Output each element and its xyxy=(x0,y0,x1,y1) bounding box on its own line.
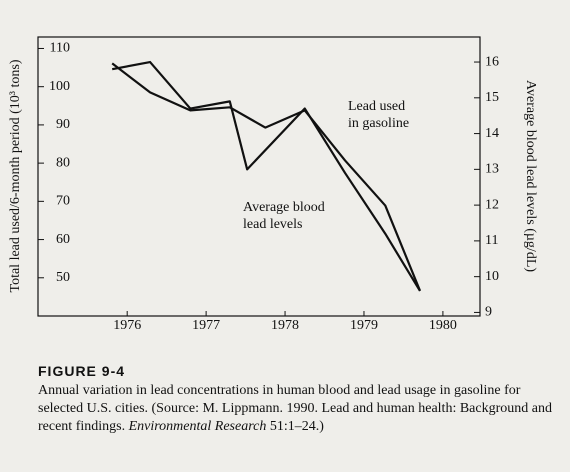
annotation: Average blood xyxy=(243,200,325,215)
y-tick-label: 80 xyxy=(56,155,70,170)
series-line xyxy=(111,60,421,292)
y2-tick-label: 15 xyxy=(485,90,499,105)
chart: Total lead used/6-month period (10³ tons… xyxy=(8,36,538,333)
y-tick-label: 60 xyxy=(56,232,70,247)
y2-axis-label: Average blood lead levels (µg/dL) xyxy=(523,80,538,272)
y2-tick-label: 13 xyxy=(485,162,499,177)
y-tick-label: 90 xyxy=(56,117,70,132)
y2-tick-label: 16 xyxy=(485,54,499,69)
y2-tick-label: 11 xyxy=(485,233,498,248)
y-tick-label: 50 xyxy=(56,270,70,285)
x-tick-label: 1979 xyxy=(350,318,378,333)
caption-text: Annual variation in lead concentrations … xyxy=(38,383,552,434)
x-tick-label: 1980 xyxy=(429,318,457,333)
y-axis-label: Total lead used/6-month period (10³ tons… xyxy=(8,59,23,292)
y2-tick-label: 14 xyxy=(485,126,499,141)
annotation: lead levels xyxy=(243,217,302,232)
figure-label: FIGURE 9-4 xyxy=(38,363,126,379)
y2-tick-label: 10 xyxy=(485,269,499,284)
y2-tick-label: 12 xyxy=(485,197,499,212)
caption-end: 51:1–24.) xyxy=(266,419,324,434)
x-tick-label: 1977 xyxy=(192,318,220,333)
annotation: Lead used xyxy=(348,99,405,114)
annotation: in gasoline xyxy=(348,116,409,131)
y2-tick-label: 9 xyxy=(485,305,492,320)
caption-journal: Environmental Research xyxy=(128,419,267,434)
x-tick-label: 1978 xyxy=(271,318,299,333)
y-tick-label: 70 xyxy=(56,194,70,209)
x-tick-label: 1976 xyxy=(113,318,141,333)
plot-frame xyxy=(37,36,481,317)
y-tick-label: 100 xyxy=(49,79,70,94)
series-line xyxy=(111,62,422,292)
caption: FIGURE 9-4 Annual variation in lead conc… xyxy=(38,362,558,436)
y-tick-label: 110 xyxy=(50,41,70,56)
